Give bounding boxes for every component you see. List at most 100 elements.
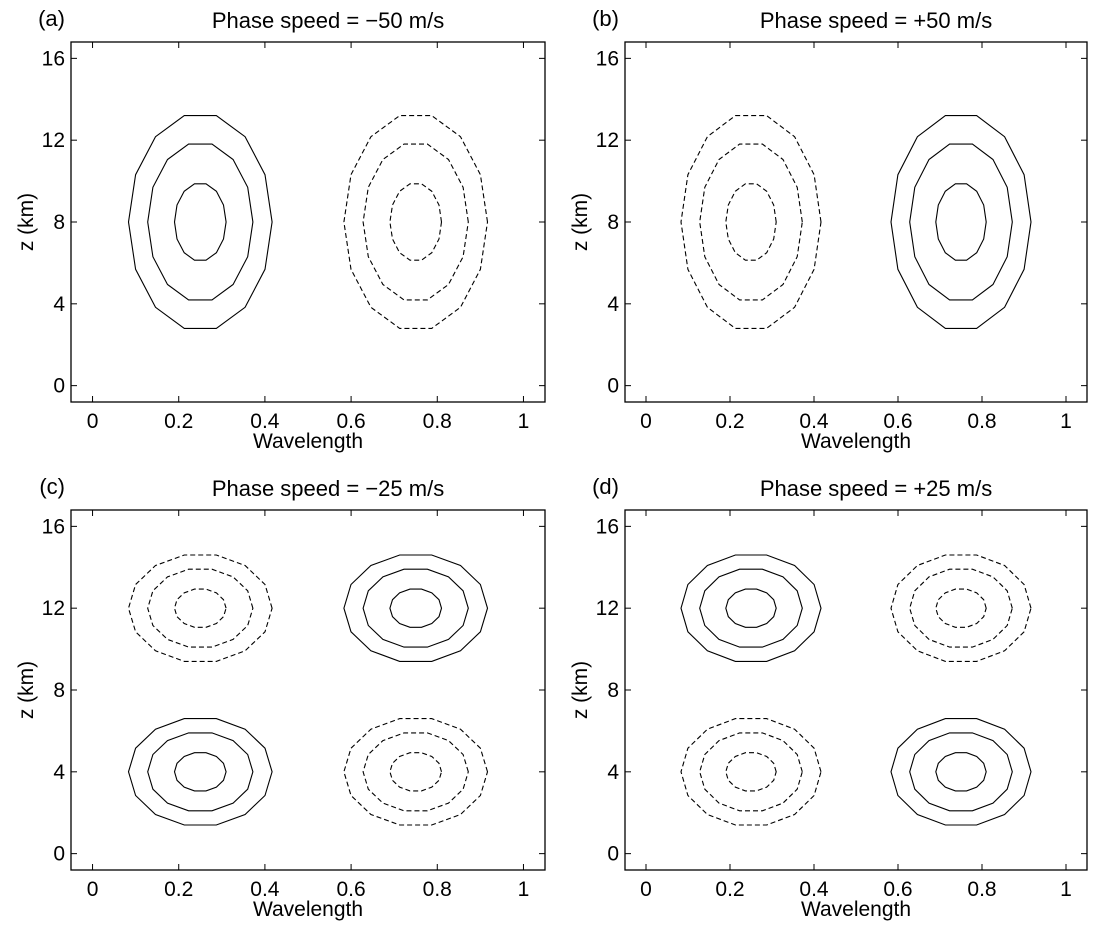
contour-line — [127, 115, 273, 329]
contour-line — [909, 568, 1013, 648]
x-tick-label: 0 — [640, 410, 652, 433]
x-tick-label: 1 — [1060, 410, 1072, 433]
y-tick-label: 16 — [42, 515, 65, 538]
x-tick-label: 0.4 — [250, 410, 280, 433]
contour-line — [343, 718, 489, 826]
contour-line — [725, 588, 777, 628]
panel-title: Phase speed = −50 m/s — [212, 8, 444, 33]
y-tick-label: 8 — [53, 679, 65, 702]
contour-line — [147, 568, 254, 648]
panel-d: 0 0.2 0.4 0.6 0.8 1 0 4 8 12 16 Wavelength z (km) Pha… — [569, 474, 1088, 921]
x-tick-label: 0.4 — [799, 410, 829, 433]
contour-line — [389, 588, 443, 628]
contour-line — [890, 554, 1032, 662]
y-tick-label: 4 — [53, 293, 65, 316]
x-axis-label: Wavelength — [253, 430, 363, 453]
contour-line — [343, 115, 489, 329]
contour-line — [147, 143, 254, 301]
y-axis-label: z (km) — [569, 193, 592, 251]
contour-line — [362, 732, 469, 812]
y-tick-label: 16 — [596, 47, 619, 70]
x-tick-label: 0.4 — [799, 878, 829, 901]
y-tick-label: 4 — [607, 293, 619, 316]
contour-line — [680, 554, 822, 662]
contour-line — [935, 588, 987, 628]
y-tick-label: 4 — [53, 761, 65, 784]
x-tick-label: 0 — [87, 878, 99, 901]
plot-area — [680, 115, 1032, 329]
contour-line — [362, 143, 469, 301]
contour-line — [147, 732, 254, 812]
contour-line — [725, 183, 777, 261]
y-axis-label: z (km) — [15, 193, 38, 251]
contour-line — [935, 752, 987, 792]
plot-area — [127, 554, 489, 826]
x-tick-label: 0.8 — [967, 878, 996, 901]
x-tick-label: 0.8 — [967, 410, 996, 433]
contour-line — [680, 718, 822, 826]
x-tick-label: 1 — [518, 878, 530, 901]
x-axis-label: Wavelength — [801, 430, 911, 453]
plot-area — [127, 115, 489, 329]
contour-line — [343, 554, 489, 662]
contour-line — [173, 588, 227, 628]
contour-line — [699, 568, 803, 648]
panel-letter: (a) — [38, 6, 65, 31]
panel-c: 0 0.2 0.4 0.6 0.8 1 0 4 8 12 16 Wavelength z (km) Pha… — [15, 474, 546, 921]
x-tick-label: 1 — [1060, 878, 1072, 901]
contour-line — [173, 183, 227, 261]
contour-line — [890, 115, 1032, 329]
contour-line — [173, 752, 227, 792]
x-tick-label: 0.6 — [883, 410, 912, 433]
x-tick-label: 0.2 — [164, 878, 193, 901]
x-tick-label: 0.8 — [423, 410, 452, 433]
y-axis-label: z (km) — [569, 661, 592, 719]
contour-line — [680, 115, 822, 329]
x-tick-label: 0 — [87, 410, 99, 433]
contour-line — [935, 183, 987, 261]
panel-title: Phase speed = −25 m/s — [212, 476, 444, 501]
y-tick-label: 12 — [42, 597, 65, 620]
contour-line — [389, 752, 443, 792]
contour-line — [909, 732, 1013, 812]
axes-frame — [624, 509, 1088, 871]
contour-line — [127, 554, 273, 662]
contour-line — [890, 718, 1032, 826]
y-tick-label: 8 — [607, 211, 619, 234]
x-tick-label: 0 — [640, 878, 652, 901]
contour-line — [699, 143, 803, 301]
panel-title: Phase speed = +50 m/s — [760, 8, 992, 33]
x-tick-label: 0.6 — [883, 878, 912, 901]
axes-frame — [70, 41, 546, 403]
panel-a: 0 0.2 0.4 0.6 0.8 1 0 4 8 12 16 Wavelength z (km) Pha… — [15, 6, 546, 453]
x-tick-label: 0.2 — [164, 410, 193, 433]
contour-line — [362, 568, 469, 648]
y-tick-label: 8 — [607, 679, 619, 702]
axes-frame — [70, 509, 546, 871]
plot-area — [680, 554, 1032, 826]
y-tick-label: 0 — [607, 843, 619, 866]
x-tick-label: 0.4 — [250, 878, 280, 901]
y-tick-label: 8 — [53, 211, 65, 234]
x-tick-label: 0.6 — [336, 878, 365, 901]
y-tick-label: 16 — [42, 47, 65, 70]
contour-line — [127, 718, 273, 826]
y-tick-label: 0 — [607, 375, 619, 398]
x-axis-label: Wavelength — [801, 898, 911, 921]
contour-line — [909, 143, 1013, 301]
axes-frame — [624, 41, 1088, 403]
y-tick-label: 12 — [596, 597, 619, 620]
contour-line — [389, 183, 443, 261]
x-tick-label: 0.8 — [423, 878, 452, 901]
panel-letter: (c) — [39, 474, 65, 499]
y-tick-label: 0 — [53, 375, 65, 398]
x-tick-label: 0.6 — [336, 410, 365, 433]
y-tick-label: 4 — [607, 761, 619, 784]
y-tick-label: 0 — [53, 843, 65, 866]
x-tick-label: 1 — [518, 410, 530, 433]
x-tick-label: 0.2 — [715, 410, 744, 433]
y-tick-label: 12 — [42, 129, 65, 152]
panel-letter: (d) — [592, 474, 619, 499]
panel-letter: (b) — [592, 6, 619, 31]
